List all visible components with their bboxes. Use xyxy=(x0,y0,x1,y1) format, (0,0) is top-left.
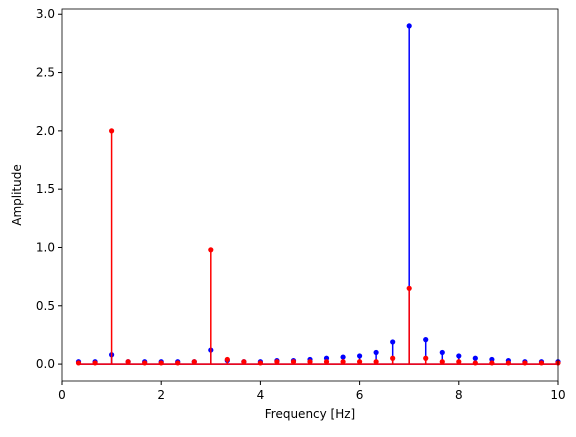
stem-marker xyxy=(423,337,429,343)
y-tick-label: 2.5 xyxy=(36,66,55,80)
stem-marker xyxy=(390,339,396,345)
stem-marker xyxy=(307,359,313,365)
stem-marker xyxy=(439,359,445,365)
stem-marker xyxy=(406,285,412,291)
x-tick-label: 6 xyxy=(356,388,364,402)
x-axis-label: Frequency [Hz] xyxy=(265,407,356,421)
stem-marker xyxy=(224,356,230,363)
stem-marker xyxy=(357,359,363,365)
stem-marker xyxy=(290,359,297,365)
stem-marker xyxy=(456,353,462,359)
stem-marker xyxy=(373,349,379,356)
stem-marker xyxy=(241,359,247,365)
y-tick-label: 0.0 xyxy=(36,357,55,371)
x-tick-label: 10 xyxy=(550,388,565,402)
stem-marker xyxy=(406,23,412,29)
y-tick-label: 1.0 xyxy=(36,240,55,254)
stem-marker xyxy=(472,355,478,361)
stem-marker xyxy=(191,359,197,365)
y-tick-label: 1.5 xyxy=(36,182,55,196)
stem-marker xyxy=(340,359,346,365)
stem-marker xyxy=(125,359,131,365)
stem-marker xyxy=(456,359,462,365)
stem-marker xyxy=(274,359,280,365)
stem-marker xyxy=(390,355,396,361)
stem-marker xyxy=(208,247,214,253)
y-tick-label: 2.0 xyxy=(36,124,55,138)
x-tick-label: 4 xyxy=(257,388,265,402)
stem-marker xyxy=(340,354,346,360)
x-tick-label: 8 xyxy=(455,388,463,402)
x-tick-label: 0 xyxy=(58,388,66,402)
stem-marker xyxy=(109,128,115,134)
y-tick-label: 0.5 xyxy=(36,299,55,313)
stem-marker xyxy=(373,359,379,365)
y-tick-label: 3.0 xyxy=(36,7,55,21)
plot-frame xyxy=(61,8,559,382)
stem-marker xyxy=(357,353,363,359)
stem-marker xyxy=(323,359,330,365)
x-tick-label: 2 xyxy=(157,388,165,402)
y-axis-label: Amplitude xyxy=(10,164,24,226)
stem-marker xyxy=(423,355,429,361)
stem-marker xyxy=(439,349,445,356)
